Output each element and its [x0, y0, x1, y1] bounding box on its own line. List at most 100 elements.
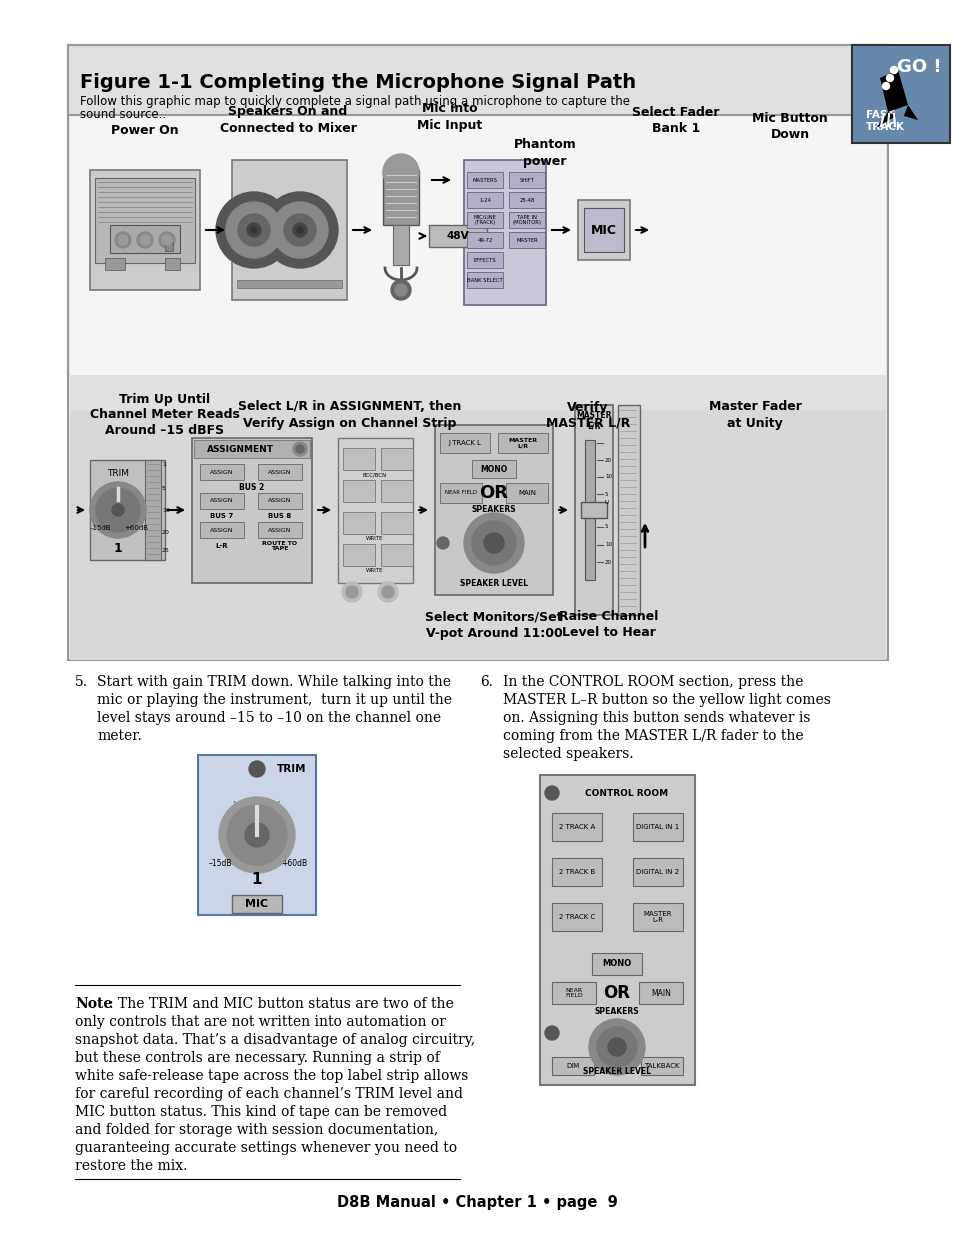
- Text: MASTER
L/R: MASTER L/R: [508, 437, 537, 448]
- Bar: [165, 258, 180, 270]
- Bar: [439, 483, 481, 503]
- Bar: [257, 464, 302, 480]
- Text: GO !: GO !: [897, 58, 941, 77]
- Text: for careful recording of each channel’s TRIM level and: for careful recording of each channel’s …: [75, 1087, 462, 1100]
- Text: WRITE: WRITE: [366, 536, 383, 541]
- Bar: [380, 543, 413, 566]
- Bar: [382, 170, 418, 225]
- Text: 20: 20: [604, 559, 612, 564]
- Circle shape: [346, 585, 357, 598]
- Bar: [343, 480, 375, 501]
- Text: 5.: 5.: [75, 676, 88, 689]
- Text: 10: 10: [162, 508, 170, 513]
- Bar: [633, 903, 682, 931]
- Text: level stays around –15 to –10 on the channel one: level stays around –15 to –10 on the cha…: [97, 711, 440, 725]
- Bar: [467, 272, 502, 288]
- Bar: [343, 448, 375, 471]
- Text: TRIM: TRIM: [107, 469, 129, 478]
- Text: Power On: Power On: [112, 124, 178, 137]
- Circle shape: [341, 582, 361, 601]
- Bar: [337, 438, 413, 583]
- Text: : The TRIM and MIC button status are two of the: : The TRIM and MIC button status are two…: [109, 997, 454, 1011]
- Circle shape: [588, 1019, 644, 1074]
- Text: 1: 1: [162, 462, 166, 467]
- Bar: [467, 212, 502, 228]
- Text: 20: 20: [604, 457, 612, 462]
- Text: Master Fader
at Unity: Master Fader at Unity: [708, 400, 801, 430]
- Circle shape: [295, 445, 304, 453]
- Text: ASSIGN: ASSIGN: [268, 499, 292, 504]
- Polygon shape: [903, 105, 917, 120]
- Circle shape: [118, 235, 128, 245]
- Text: ASSIGN: ASSIGN: [268, 469, 292, 474]
- Text: MASTERS: MASTERS: [472, 178, 497, 183]
- Circle shape: [293, 224, 307, 237]
- Circle shape: [296, 227, 303, 233]
- Text: ROUTE TO
TAPE: ROUTE TO TAPE: [262, 541, 297, 551]
- Text: Note: Note: [75, 997, 112, 1011]
- Text: 1: 1: [113, 541, 122, 555]
- Text: and folded for storage with session documentation,: and folded for storage with session docu…: [75, 1123, 437, 1137]
- Text: Speakers On and
Connected to Mixer: Speakers On and Connected to Mixer: [219, 105, 356, 135]
- Bar: [70, 115, 885, 375]
- Circle shape: [882, 83, 888, 89]
- Bar: [105, 258, 125, 270]
- Text: 48V: 48V: [446, 231, 469, 241]
- Text: 2 TRACK B: 2 TRACK B: [558, 869, 595, 876]
- Circle shape: [395, 284, 407, 296]
- Text: NEAR FIELD: NEAR FIELD: [444, 490, 476, 495]
- Circle shape: [245, 823, 269, 847]
- Circle shape: [885, 74, 893, 82]
- Circle shape: [137, 232, 152, 248]
- Bar: [509, 191, 544, 207]
- Bar: [232, 895, 282, 913]
- Circle shape: [251, 227, 256, 233]
- Text: MONO: MONO: [601, 960, 631, 968]
- Text: Phantom
power: Phantom power: [513, 138, 576, 168]
- Text: MIC/LINE
(TRACK): MIC/LINE (TRACK): [473, 215, 496, 225]
- Text: DIGITAL IN 1: DIGITAL IN 1: [636, 824, 679, 830]
- Text: DIGITAL IN 2: DIGITAL IN 2: [636, 869, 679, 876]
- Bar: [200, 522, 244, 538]
- Circle shape: [597, 1028, 637, 1067]
- Text: only controls that are not written into automation or: only controls that are not written into …: [75, 1015, 446, 1029]
- Bar: [618, 405, 639, 615]
- Circle shape: [237, 214, 270, 246]
- Text: TAPE IN
(MONITOR): TAPE IN (MONITOR): [512, 215, 541, 225]
- Bar: [509, 232, 544, 248]
- Text: 5: 5: [604, 525, 608, 530]
- Circle shape: [219, 797, 294, 873]
- Bar: [472, 459, 516, 478]
- Text: BCC/BCN: BCC/BCN: [362, 473, 387, 478]
- Bar: [851, 44, 949, 143]
- Bar: [145, 459, 161, 559]
- Bar: [90, 459, 165, 559]
- Bar: [552, 1057, 594, 1074]
- Text: MONO: MONO: [480, 464, 507, 473]
- Text: 1-24: 1-24: [478, 198, 491, 203]
- Circle shape: [272, 203, 328, 258]
- Bar: [552, 903, 601, 931]
- Text: ASSIGN: ASSIGN: [268, 527, 292, 532]
- Bar: [584, 440, 595, 580]
- Text: L-R: L-R: [215, 543, 228, 550]
- Bar: [200, 464, 244, 480]
- Circle shape: [377, 582, 397, 601]
- Bar: [343, 513, 375, 534]
- Text: Select L/R in ASSIGNMENT, then
Verify Assign on Channel Strip: Select L/R in ASSIGNMENT, then Verify As…: [238, 400, 461, 430]
- Text: V: V: [274, 800, 279, 809]
- Bar: [429, 225, 486, 247]
- Text: MASTER
L/R: MASTER L/R: [576, 411, 611, 431]
- Text: J TRACK L: J TRACK L: [448, 440, 481, 446]
- Text: EFFECTS: EFFECTS: [473, 258, 496, 263]
- Text: Raise Channel
Level to Hear: Raise Channel Level to Hear: [558, 610, 658, 640]
- Bar: [90, 170, 200, 290]
- Text: Select Monitors/Set
V-pot Around 11:00: Select Monitors/Set V-pot Around 11:00: [425, 610, 562, 640]
- Bar: [509, 172, 544, 188]
- Bar: [467, 232, 502, 248]
- Text: FAST
TRACK: FAST TRACK: [865, 110, 904, 132]
- Circle shape: [382, 154, 418, 190]
- Bar: [497, 433, 547, 453]
- Text: guaranteeing accurate settings whenever you need to: guaranteeing accurate settings whenever …: [75, 1141, 456, 1155]
- Text: TRIM: TRIM: [276, 764, 306, 774]
